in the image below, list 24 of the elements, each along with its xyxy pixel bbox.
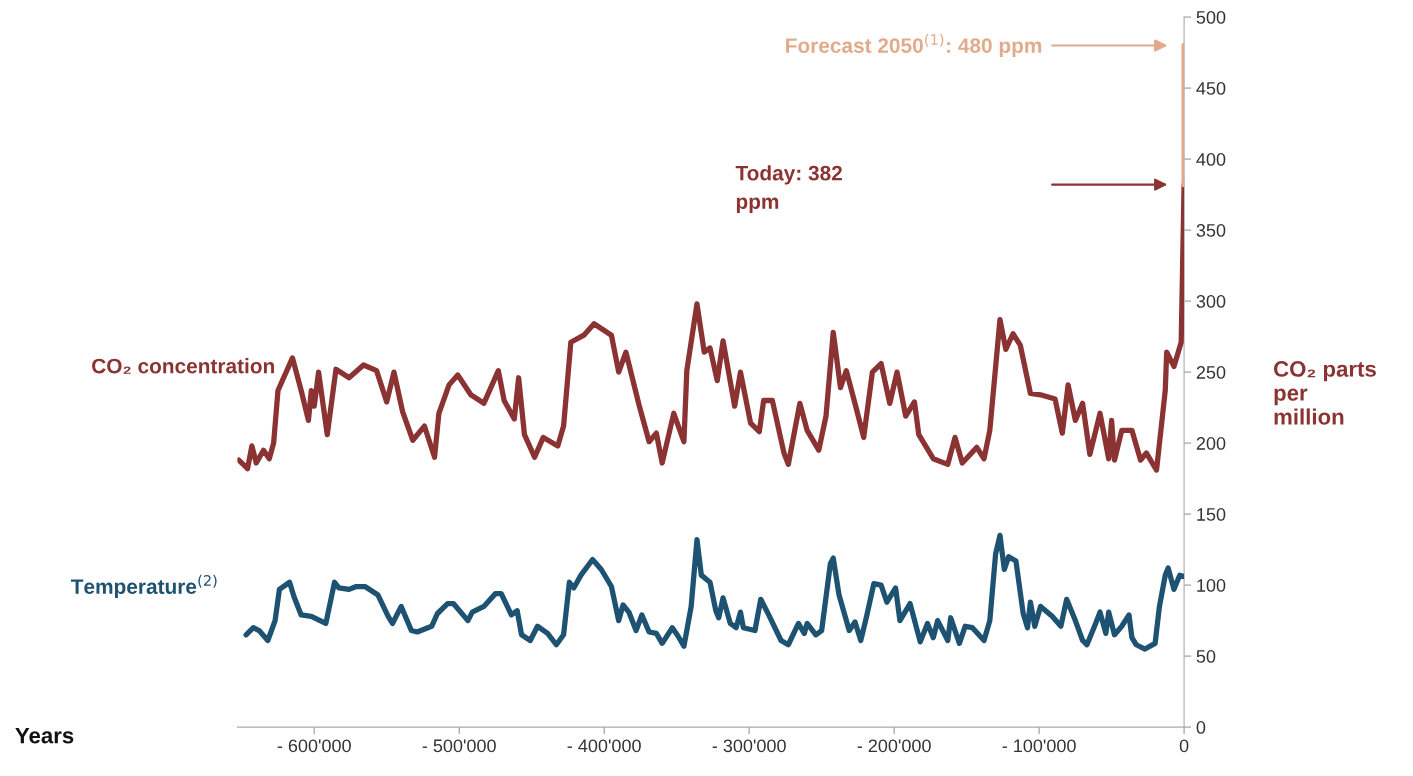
series-label: CO₂ concentration xyxy=(92,358,274,374)
text: Temperature$^{(2)}$ xyxy=(70,574,217,599)
y-axis-title: CO₂ parts per million xyxy=(1274,361,1376,425)
x-tick-label: - 500'000 xyxy=(422,739,496,753)
annotation: Forecast 2050$^{(1)}$: 480 ppm xyxy=(786,33,1042,58)
y-tick-label: 500 xyxy=(1196,11,1226,24)
y-tick-label: 400 xyxy=(1196,153,1226,166)
x-tick-label: - 100'000 xyxy=(1002,739,1076,753)
y-tick-label: 450 xyxy=(1196,82,1226,95)
x-tick-label: 0 xyxy=(1179,739,1189,753)
x-tick-label: - 400'000 xyxy=(567,739,641,753)
y-tick-label: 250 xyxy=(1196,366,1226,379)
y-tick-label: 50 xyxy=(1196,650,1216,663)
x-tick-label: - 600'000 xyxy=(277,739,351,753)
text: Years xyxy=(15,727,74,744)
y-tick-label: 0 xyxy=(1196,721,1206,734)
annotation: Today: 382 ppm xyxy=(735,165,842,214)
y-tick-label: 150 xyxy=(1197,508,1226,521)
y-tick-label: 200 xyxy=(1196,437,1226,450)
y-tick-label: 100 xyxy=(1197,579,1226,592)
x-tick-label: - 300'000 xyxy=(712,739,786,753)
y-tick-label: 350 xyxy=(1196,224,1226,237)
y-tick-label: 300 xyxy=(1196,295,1226,308)
x-tick-label: - 200'000 xyxy=(857,739,931,753)
